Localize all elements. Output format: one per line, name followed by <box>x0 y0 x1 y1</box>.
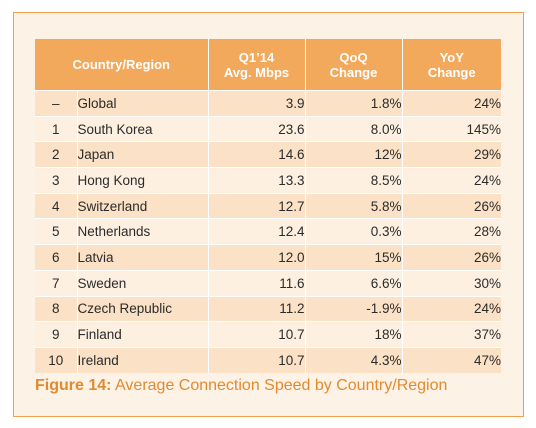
yoy-cell: 24% <box>402 295 501 322</box>
table-row: – Global 3.9 1.8% 24% <box>35 90 501 117</box>
rank-cell: 3 <box>35 167 78 194</box>
mbps-cell: 3.9 <box>208 90 306 117</box>
rank-cell: 4 <box>35 192 78 219</box>
qoq-cell: 8.5% <box>305 167 403 194</box>
yoy-cell: 47% <box>402 346 501 373</box>
qoq-cell: 15% <box>305 244 403 271</box>
country-cell: South Korea <box>77 115 209 142</box>
qoq-cell: 0.3% <box>305 218 403 245</box>
mbps-cell: 10.7 <box>208 321 306 348</box>
qoq-cell: 4.3% <box>305 346 403 373</box>
rank-cell: 1 <box>35 115 78 142</box>
table-row: 8 Czech Republic 11.2 -1.9% 24% <box>35 295 501 322</box>
header-yoy: YoY Change <box>402 39 501 91</box>
rank-cell: 5 <box>35 218 78 245</box>
table-row: 7 Sweden 11.6 6.6% 30% <box>35 269 501 296</box>
yoy-cell: 26% <box>402 192 501 219</box>
rank-cell: 2 <box>35 141 78 168</box>
country-cell: Latvia <box>77 244 209 271</box>
mbps-cell: 13.3 <box>208 167 306 194</box>
qoq-cell: 1.8% <box>305 90 403 117</box>
table-row: 6 Latvia 12.0 15% 26% <box>35 244 501 271</box>
header-country: Country/Region <box>35 39 209 91</box>
rank-cell: – <box>35 90 78 117</box>
mbps-cell: 11.6 <box>208 269 306 296</box>
qoq-cell: 12% <box>305 141 403 168</box>
rank-cell: 9 <box>35 321 78 348</box>
table-row: 10 Ireland 10.7 4.3% 47% <box>35 346 501 373</box>
mbps-cell: 12.4 <box>208 218 306 245</box>
rank-cell: 6 <box>35 244 78 271</box>
figure-caption-text: Average Connection Speed by Country/Regi… <box>111 377 448 394</box>
yoy-cell: 24% <box>402 167 501 194</box>
qoq-cell: 8.0% <box>305 115 403 142</box>
header-mbps: Q1’14 Avg. Mbps <box>208 39 306 91</box>
country-cell: Netherlands <box>77 218 209 245</box>
table-row: 2 Japan 14.6 12% 29% <box>35 141 501 168</box>
header-qoq: QoQ Change <box>305 39 403 91</box>
qoq-cell: 6.6% <box>305 269 403 296</box>
figure-caption: Figure 14: Average Connection Speed by C… <box>35 377 447 395</box>
table-header-row: Country/Region Q1’14 Avg. Mbps QoQ Chang… <box>35 39 501 91</box>
country-cell: Hong Kong <box>77 167 209 194</box>
qoq-cell: 18% <box>305 321 403 348</box>
connection-speed-table: Country/Region Q1’14 Avg. Mbps QoQ Chang… <box>35 39 501 373</box>
header-yoy-line1: YoY <box>439 49 464 65</box>
country-cell: Global <box>77 90 209 117</box>
table-row: 1 South Korea 23.6 8.0% 145% <box>35 115 501 142</box>
mbps-cell: 11.2 <box>208 295 306 322</box>
table-row: 9 Finland 10.7 18% 37% <box>35 321 501 348</box>
qoq-cell: -1.9% <box>305 295 403 322</box>
yoy-cell: 145% <box>402 115 501 142</box>
mbps-cell: 12.0 <box>208 244 306 271</box>
mbps-cell: 14.6 <box>208 141 306 168</box>
country-cell: Finland <box>77 321 209 348</box>
country-cell: Japan <box>77 141 209 168</box>
country-cell: Czech Republic <box>77 295 209 322</box>
yoy-cell: 29% <box>402 141 501 168</box>
header-qoq-line1: QoQ <box>339 49 368 65</box>
rank-cell: 8 <box>35 295 78 322</box>
country-cell: Sweden <box>77 269 209 296</box>
table-row: 4 Switzerland 12.7 5.8% 26% <box>35 192 501 219</box>
mbps-cell: 23.6 <box>208 115 306 142</box>
header-qoq-line2: Change <box>329 64 378 80</box>
yoy-cell: 30% <box>402 269 501 296</box>
figure-label: Figure 14: <box>35 377 112 394</box>
qoq-cell: 5.8% <box>305 192 403 219</box>
rank-cell: 10 <box>35 346 78 373</box>
country-cell: Switzerland <box>77 192 209 219</box>
header-country-label: Country/Region <box>72 57 171 72</box>
mbps-cell: 10.7 <box>208 346 306 373</box>
country-cell: Ireland <box>77 346 209 373</box>
rank-cell: 7 <box>35 269 78 296</box>
yoy-cell: 24% <box>402 90 501 117</box>
yoy-cell: 26% <box>402 244 501 271</box>
table-row: 5 Netherlands 12.4 0.3% 28% <box>35 218 501 245</box>
header-mbps-line1: Q1’14 <box>238 49 275 65</box>
table-row: 3 Hong Kong 13.3 8.5% 24% <box>35 167 501 194</box>
mbps-cell: 12.7 <box>208 192 306 219</box>
header-yoy-line2: Change <box>427 64 476 80</box>
yoy-cell: 28% <box>402 218 501 245</box>
yoy-cell: 37% <box>402 321 501 348</box>
header-mbps-line2: Avg. Mbps <box>223 64 290 80</box>
